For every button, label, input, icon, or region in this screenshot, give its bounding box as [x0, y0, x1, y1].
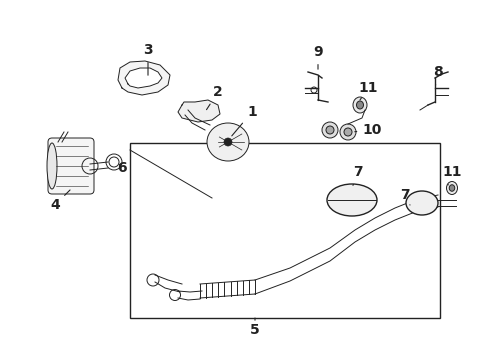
- Ellipse shape: [356, 101, 363, 109]
- Ellipse shape: [339, 124, 355, 140]
- Ellipse shape: [206, 123, 248, 161]
- Text: 8: 8: [432, 65, 442, 85]
- Ellipse shape: [343, 128, 351, 136]
- Ellipse shape: [405, 191, 437, 215]
- Polygon shape: [118, 61, 170, 95]
- FancyBboxPatch shape: [48, 138, 94, 194]
- Ellipse shape: [325, 126, 333, 134]
- Text: 11: 11: [358, 81, 377, 100]
- Text: 11: 11: [441, 165, 461, 185]
- Text: 1: 1: [231, 105, 256, 136]
- Circle shape: [224, 138, 231, 146]
- Polygon shape: [125, 68, 162, 88]
- Text: 7: 7: [399, 188, 409, 205]
- Text: 10: 10: [354, 123, 381, 137]
- Text: 9: 9: [312, 45, 322, 69]
- Text: 7: 7: [352, 165, 362, 185]
- Text: 6: 6: [117, 161, 126, 175]
- Text: 4: 4: [50, 190, 70, 212]
- Ellipse shape: [47, 143, 57, 189]
- Bar: [130, 143, 439, 318]
- Text: 2: 2: [206, 85, 223, 110]
- Text: 5: 5: [250, 318, 259, 337]
- Ellipse shape: [326, 184, 376, 216]
- Ellipse shape: [352, 97, 366, 113]
- Ellipse shape: [446, 181, 457, 194]
- Ellipse shape: [321, 122, 337, 138]
- Ellipse shape: [448, 185, 454, 191]
- Polygon shape: [178, 100, 220, 122]
- Text: 3: 3: [143, 43, 153, 75]
